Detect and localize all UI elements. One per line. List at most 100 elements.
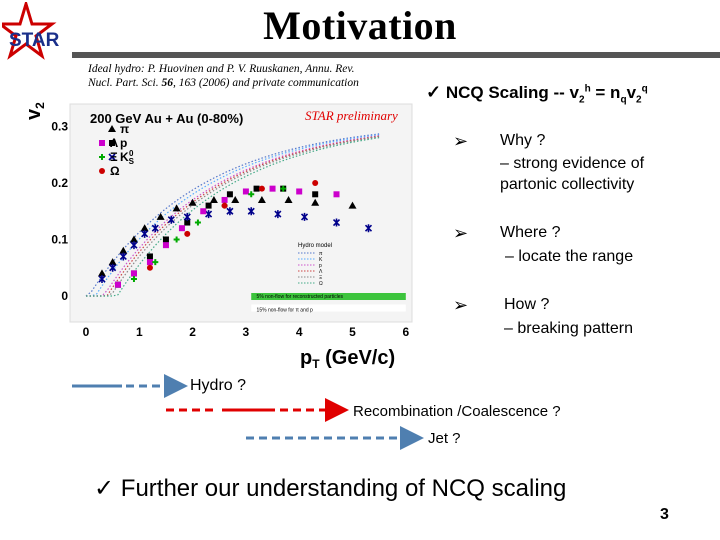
data-point: [162, 242, 169, 249]
star-logo-text: STAR: [9, 30, 60, 51]
reference-volume: 56: [161, 77, 173, 89]
data-point: [184, 219, 191, 226]
legend-label: KS0: [120, 149, 135, 166]
data-point: [258, 185, 265, 192]
data-point: [140, 224, 149, 232]
reference-note: Ideal hydro: P. Huovinen and P. V. Ruusk…: [88, 62, 418, 90]
legend-label: p: [120, 136, 127, 150]
data-point: [253, 185, 260, 192]
hydro-legend-label: Ξ: [319, 275, 323, 281]
data-point: [231, 195, 240, 203]
ncq-sup-q: q: [641, 83, 648, 95]
data-point: [257, 195, 266, 203]
data-point: [205, 210, 213, 219]
data-point: [156, 212, 165, 220]
data-point: [188, 198, 197, 206]
arrow-bullet-icon: ➢: [453, 223, 469, 243]
ncq-sup-h: h: [584, 83, 591, 95]
legend-marker: [99, 168, 105, 174]
bullet-how-question: How ?: [504, 296, 550, 313]
data-point: [205, 202, 212, 209]
data-point: [119, 252, 127, 261]
reference-journal: Nucl. Part. Sci.: [88, 77, 162, 89]
ncq-scaling-heading: ✓ NCQ Scaling -- v2h = nqv2q: [426, 82, 648, 105]
x-tick-label: 6: [402, 325, 409, 339]
data-point: [146, 259, 153, 266]
legend-marker: [99, 154, 105, 160]
data-point: [130, 241, 138, 250]
legend-label: Ξ: [110, 150, 118, 164]
data-point: [311, 198, 320, 206]
data-point: [151, 224, 159, 233]
legend-label: π: [120, 122, 129, 136]
x-tick-label: 1: [136, 325, 143, 339]
legend-label: Λ: [110, 136, 118, 150]
legend-marker: [109, 140, 115, 146]
y-tick-label: 0.3: [51, 120, 68, 134]
ncq-sub-2a: 2: [579, 94, 585, 106]
data-point: [184, 230, 191, 237]
data-point: [226, 191, 233, 198]
data-point: [284, 195, 293, 203]
hydro-legend-label: p: [319, 263, 322, 269]
data-point: [114, 281, 121, 288]
legend-label: Ω: [110, 164, 120, 178]
data-point: [209, 195, 218, 203]
ncq-v: v: [626, 83, 637, 102]
hydro-legend-title: Hydro model: [298, 243, 332, 249]
data-point: [141, 229, 149, 238]
data-point: [98, 275, 106, 284]
nonflow-band: [251, 304, 406, 312]
bullet-how-answer: – breaking pattern: [504, 320, 633, 337]
legend-marker: [108, 125, 116, 132]
arrow-bullet-icon: ➢: [453, 295, 469, 315]
data-point: [348, 201, 357, 209]
data-point: [200, 208, 207, 215]
y-tick-label: 0.2: [51, 176, 68, 190]
conclusion-line: ✓ Further our understanding of NCQ scali…: [94, 474, 566, 503]
hydro-legend-label: Ω: [319, 281, 323, 287]
title-rule: [72, 52, 720, 58]
bullet-why-answer-2: partonic collectivity: [500, 176, 635, 193]
checkmark-icon: ✓: [94, 475, 121, 502]
data-point: [146, 264, 153, 271]
data-points: [97, 180, 373, 288]
x-tick-label: 4: [296, 325, 303, 339]
bullet-where-answer: – locate the range: [505, 248, 634, 265]
x-tick-label: 3: [243, 325, 250, 339]
data-point: [312, 191, 319, 198]
nonflow-band-label: 15% non-flow for π and p: [257, 307, 313, 313]
conclusion-text: Further our understanding of NCQ scaling: [120, 475, 567, 502]
legend-marker: [99, 140, 105, 146]
reference-rest: , 163 (2006) and private communication: [172, 77, 359, 89]
data-point: [194, 219, 201, 226]
data-point: [97, 269, 106, 277]
nonflow-band: [251, 293, 406, 300]
hydro-label: Hydro ?: [190, 377, 247, 394]
data-point: [130, 276, 137, 283]
hydro-curve: [86, 137, 380, 297]
data-point: [167, 215, 175, 224]
data-point: [248, 191, 255, 198]
hydro-legend-label: Λ: [319, 269, 323, 275]
data-point: [269, 185, 276, 192]
data-point: [296, 188, 303, 195]
arrow-bullet-icon: ➢: [453, 131, 469, 151]
data-point: [173, 236, 180, 243]
data-point: [364, 224, 373, 233]
bullet-why-answer-1: – strong evidence of: [500, 155, 645, 172]
data-point: [312, 180, 319, 186]
y-tick-label: 0: [61, 289, 68, 303]
data-point: [152, 259, 159, 266]
chart-title: 200 GeV Au + Au (0-80%): [90, 111, 243, 126]
data-point: [226, 207, 234, 216]
data-point: [146, 253, 153, 260]
data-point: [221, 196, 228, 203]
page-number: 3: [660, 506, 669, 523]
x-tick-label: 5: [349, 325, 356, 339]
hydro-curve: [85, 133, 380, 297]
ncq-eq: = n: [590, 83, 621, 102]
hydro-legend-label: K: [319, 257, 323, 263]
data-point: [172, 204, 181, 212]
